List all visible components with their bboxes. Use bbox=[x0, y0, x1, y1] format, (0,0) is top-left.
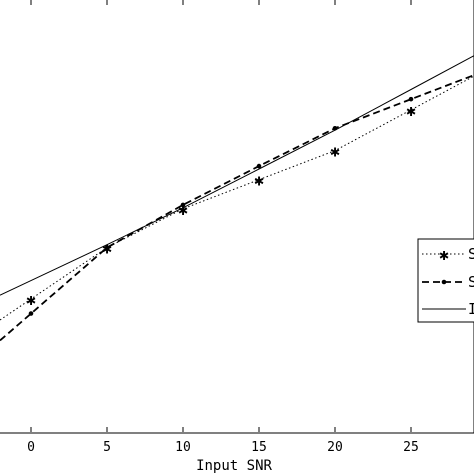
legend-box bbox=[417, 238, 474, 323]
series-line-3 bbox=[0, 55, 474, 296]
series-1-point-5: ✱ bbox=[406, 101, 416, 120]
legend-label-s2: S bbox=[468, 273, 474, 291]
x-tick-label-15: 15 bbox=[251, 440, 267, 455]
legend-marker-s2 bbox=[441, 279, 447, 285]
series-1-point-2: ✱ bbox=[178, 200, 188, 219]
legend-label-s3: I bbox=[468, 300, 474, 318]
series-2-point-5 bbox=[408, 96, 414, 102]
x-axis-title: Input SNR bbox=[196, 458, 272, 474]
series-1-point-0: ✱ bbox=[26, 290, 36, 309]
series-2-point-2 bbox=[180, 202, 186, 208]
legend-label-s1: S bbox=[468, 245, 474, 263]
x-axis: 0 5 10 15 20 25 bbox=[27, 0, 419, 455]
plot-frame bbox=[0, 0, 474, 434]
x-tick-label-20: 20 bbox=[327, 440, 343, 455]
series-2-point-1 bbox=[104, 245, 110, 250]
series-2-point-0 bbox=[28, 311, 34, 316]
series-line-2 bbox=[0, 74, 474, 342]
x-tick-label-10: 10 bbox=[175, 440, 191, 455]
x-tick-label-25: 25 bbox=[403, 440, 419, 455]
legend: ✱ S S I bbox=[417, 238, 474, 323]
x-tick-label-0: 0 bbox=[27, 440, 35, 455]
series-2-point-3 bbox=[256, 163, 262, 169]
series-1-point-3: ✱ bbox=[254, 171, 264, 190]
x-tick-label-5: 5 bbox=[103, 440, 111, 455]
series-line-1 bbox=[0, 75, 474, 321]
series-layer: ✱ ✱ ✱ ✱ ✱ ✱ bbox=[0, 55, 474, 342]
legend-marker-s1: ✱ bbox=[439, 245, 449, 264]
series-1-point-4: ✱ bbox=[330, 142, 340, 161]
